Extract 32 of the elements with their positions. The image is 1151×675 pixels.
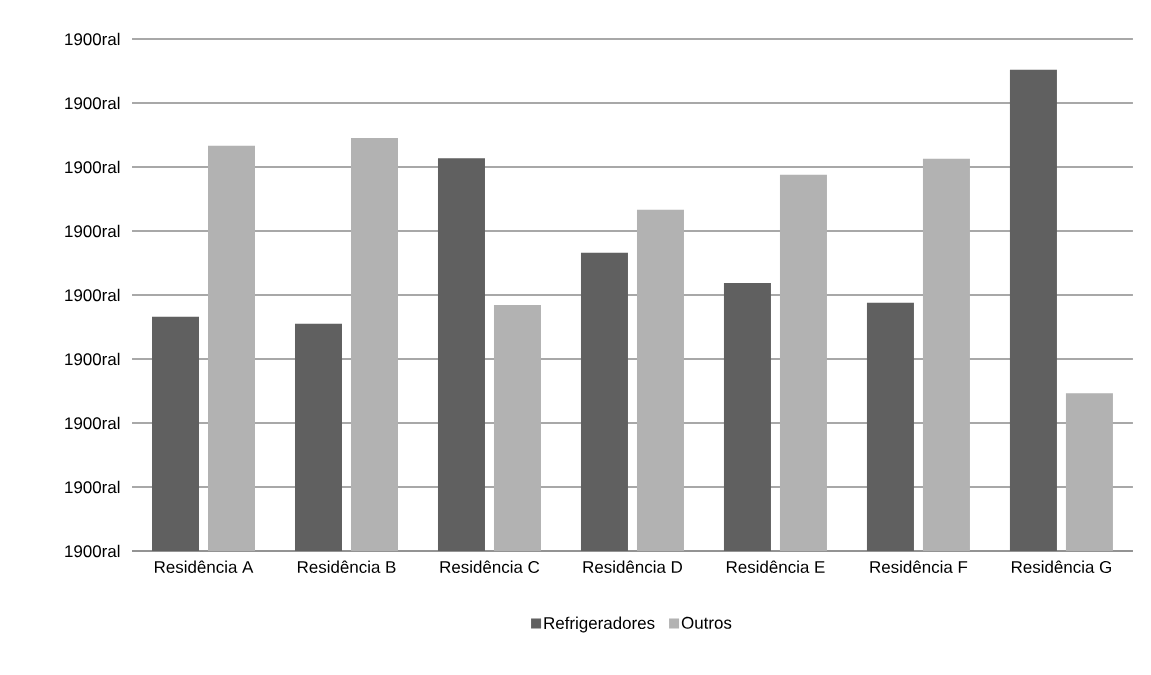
x-tick-label: Residência A <box>155 560 254 574</box>
x-tick-label: Residência C <box>440 560 540 574</box>
bar <box>437 158 485 551</box>
bar <box>208 145 255 551</box>
bar <box>350 138 398 551</box>
text: 1900ral <box>65 416 120 430</box>
x-tick-label: Residência G <box>1011 560 1111 574</box>
bar <box>723 282 771 551</box>
bar <box>1009 69 1057 551</box>
bar <box>922 158 970 551</box>
legend-label: Refrigeradores <box>544 616 655 633</box>
x-tick-label: Residência F <box>870 560 968 574</box>
legend-label: Outros <box>681 616 732 629</box>
bar <box>1065 393 1113 551</box>
text: 1900ral <box>65 96 120 110</box>
text: 1900ral <box>65 224 120 238</box>
text: 1900ral <box>65 288 120 302</box>
x-tick-label: Residência E <box>726 560 825 574</box>
text: 1900ral <box>65 352 120 366</box>
bar <box>866 302 914 551</box>
text: 1900ral <box>65 544 120 558</box>
bar <box>294 323 342 551</box>
bar <box>779 174 827 551</box>
bar <box>152 316 199 551</box>
x-tick-label: Residência D <box>583 560 682 574</box>
bar <box>580 252 628 551</box>
bar <box>636 209 684 551</box>
text: 1900ral <box>65 160 120 174</box>
text: 1900ral <box>65 32 120 46</box>
text: 1900ral <box>65 480 120 494</box>
x-tick-label: Residência B <box>297 560 396 574</box>
bar <box>493 305 541 551</box>
